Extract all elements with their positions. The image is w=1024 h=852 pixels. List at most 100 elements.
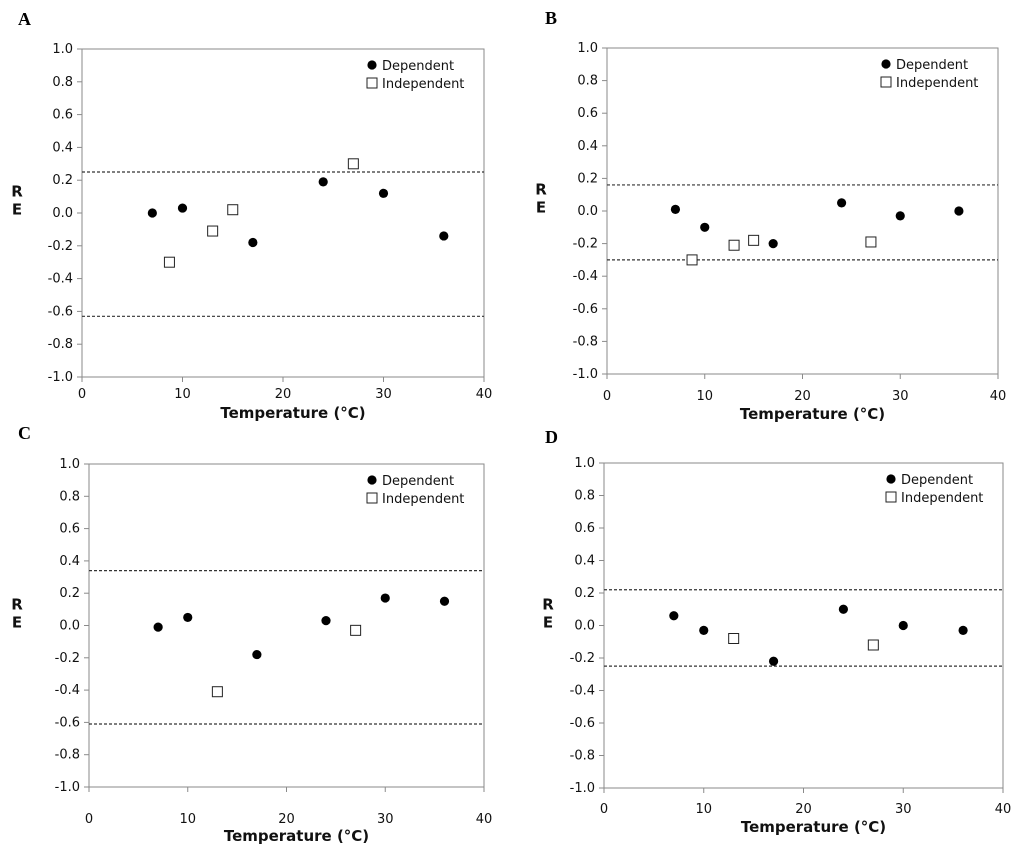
y-tick-label: -0.2 [55,651,80,666]
y-axis-label-line: E [536,199,546,217]
data-point-dependent [838,604,849,614]
panel-label: C [18,423,31,443]
x-tick-label: 30 [892,389,909,404]
y-tick-label: -0.8 [48,337,73,352]
y-axis-label-line: E [543,613,553,631]
x-tick-label: 0 [603,389,611,404]
y-tick-label: -0.6 [55,715,80,730]
x-axis-label: Temperature (°C) [224,827,369,845]
data-point-dependent [318,177,328,187]
legend: Dependent Independent [366,59,464,92]
x-tick-label: 20 [795,802,812,817]
x-tick-label: 10 [695,802,712,817]
y-tick-label: -1.0 [48,370,73,385]
y-tick-label: -0.2 [573,237,598,252]
y-tick-label: 0.2 [577,171,598,186]
data-point-dependent [321,616,331,626]
legend-label: Dependent [896,58,968,73]
y-tick-label: 1.0 [577,41,598,56]
y-tick-label: 0.4 [52,140,73,155]
y-axis-label-line: R [11,595,23,613]
data-point-independent [163,256,175,268]
legend-label: Independent [382,492,464,507]
chart-panel-a: A 1.0 0.8 0.6 0.4 0.2 0.0 -0.2 -0.4 -0.6 -0.8 -1.0 0… [11,9,492,422]
x-tick-label: 40 [990,389,1007,404]
y-tick-label: 0.0 [577,204,598,219]
chart-panel-c: C 1.0 0.8 0.6 0.4 0.2 0.0 -0.2 -0.4 -0.6 -0.8 -1.0 0… [11,423,492,845]
data-point-dependent [669,611,679,621]
data-point-independent [686,254,698,266]
y-tick-label: 0.0 [59,619,80,634]
legend-label: Dependent [382,474,454,489]
data-point-dependent [147,208,157,218]
y-tick-label: 1.0 [59,457,80,472]
data-point-dependent [439,596,450,606]
legend-marker-dependent [886,474,896,484]
y-tick-label: -0.4 [570,684,595,699]
data-point-independent [728,633,740,644]
legend-label: Independent [896,76,978,91]
y-tick-label: 1.0 [574,456,595,471]
legend-label: Dependent [382,59,454,74]
y-tick-label: -0.8 [573,334,598,349]
chart-panel-b: B 1.0 0.8 0.6 0.4 0.2 0.0 -0.2 -0.4 -0.6 -0.8 -1.0 0… [535,8,1006,423]
panel-label: D [545,427,558,447]
x-tick-label: 20 [794,389,811,404]
y-tick-label: 1.0 [52,42,73,57]
data-point-dependent [670,204,681,214]
y-tick-label: -0.2 [48,239,73,254]
data-point-dependent [699,625,709,635]
y-tick-label: 0.4 [59,554,80,569]
data-point-dependent [768,656,779,666]
data-point-dependent [958,625,968,635]
y-tick-label: -0.4 [573,269,598,284]
data-point-dependent [954,206,964,216]
data-point-dependent [252,649,262,660]
y-tick-label: 0.6 [574,521,595,536]
legend-label: Dependent [901,473,973,488]
y-axis-label-line: E [12,613,22,631]
y-tick-label: 0.0 [574,619,595,634]
x-tick-label: 20 [275,387,292,402]
x-tick-label: 30 [377,812,394,827]
x-tick-label: 30 [375,387,392,402]
x-tick-label: 40 [476,812,493,827]
legend: Dependent Independent [885,473,983,506]
data-point-independent [865,236,877,248]
data-point-independent [347,158,359,170]
x-tick-label: 10 [179,812,196,827]
data-point-dependent [898,620,908,631]
y-tick-label: -0.8 [570,749,595,764]
data-point-dependent [895,211,905,221]
legend-marker-dependent [881,59,891,69]
x-tick-label: 30 [895,802,912,817]
y-tick-label: 0.2 [574,586,595,601]
legend-marker-independent [366,77,378,89]
y-tick-label: 0.8 [59,489,80,504]
legend-marker-independent [366,492,378,504]
panel-label: B [545,8,557,28]
plot-frame [88,463,485,788]
legend: Dependent Independent [880,58,978,91]
y-tick-label: 0.6 [59,522,80,537]
data-point-dependent [378,188,389,198]
y-tick-label: -0.6 [573,302,598,317]
y-tick-label: -1.0 [573,367,598,382]
y-tick-label: 0.6 [577,106,598,121]
y-tick-label: 0.4 [574,554,595,569]
y-tick-label: 0.8 [577,74,598,89]
y-tick-label: -0.2 [570,651,595,666]
plot-frame [606,47,999,375]
y-tick-label: -0.8 [55,748,80,763]
data-point-independent [748,234,760,246]
x-tick-label: 0 [600,802,608,817]
y-axis-label-line: R [535,181,547,199]
y-tick-label: 0.4 [577,139,598,154]
y-tick-label: 0.2 [59,586,80,601]
y-tick-label: 0.8 [574,489,595,504]
data-point-dependent [183,612,193,623]
y-axis-label-line: R [11,183,23,201]
